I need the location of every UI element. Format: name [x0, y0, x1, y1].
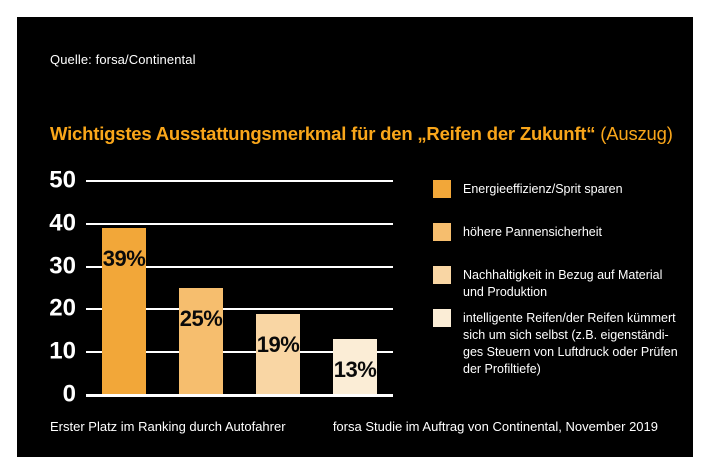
gridline-30: [86, 265, 393, 268]
chart-title: Wichtigstes Ausstattungsmerkmal für den …: [50, 123, 673, 145]
chart-title-suffix: (Auszug): [595, 123, 673, 144]
bar-1: 39%: [102, 228, 146, 395]
chart-card: Quelle: forsa/Continental Wichtigstes Au…: [17, 17, 693, 457]
y-tick-label-30: 30: [49, 252, 76, 280]
legend: Energieeffizienz/Sprit sparen höhere Pann…: [433, 180, 683, 390]
y-tick-label-40: 40: [49, 209, 76, 237]
legend-item-4: intelligente Reifen/der Reifen kümmert si…: [433, 309, 688, 378]
legend-label-1: Energieeffizienz/Sprit sparen: [463, 182, 623, 196]
gridline-10: [86, 351, 393, 354]
gridline-0: [86, 394, 393, 397]
plot-area: 0 10 20 30 40 50 39% 25% 19% 13%: [49, 166, 393, 407]
legend-label-4: intelligente Reifen/der Reifen kümmert si…: [463, 311, 678, 376]
y-tick-label-50: 50: [49, 166, 76, 194]
bar-value-label-3: 19%: [256, 331, 300, 357]
legend-swatch-4: [433, 309, 451, 327]
y-tick-label-10: 10: [49, 337, 76, 365]
legend-item-1: Energieeffizienz/Sprit sparen: [433, 180, 688, 198]
gridline-40: [86, 222, 393, 225]
legend-swatch-2: [433, 223, 451, 241]
footnote-left: Erster Platz im Ranking durch Autofahrer: [50, 419, 286, 434]
footnote-right: forsa Studie im Auftrag von Continental,…: [332, 419, 658, 434]
y-tick-label-20: 20: [49, 294, 76, 322]
y-tick-label-0: 0: [62, 380, 76, 408]
legend-label-3: Nachhaltigkeit in Bezug auf Material und …: [463, 268, 663, 299]
legend-item-3: Nachhaltigkeit in Bezug auf Material und …: [433, 266, 688, 301]
gridline-20: [86, 308, 393, 311]
gridline-50: [86, 180, 393, 182]
legend-swatch-3: [433, 266, 451, 284]
bar-3: 19%: [256, 313, 300, 395]
bar-2: 25%: [179, 288, 223, 395]
bar-value-label-4: 13%: [333, 357, 377, 383]
chart-title-main: Wichtigstes Ausstattungsmerkmal für den …: [50, 123, 596, 144]
bar-value-label-2: 25%: [179, 306, 223, 331]
legend-label-2: höhere Pannensicherheit: [463, 225, 602, 239]
source-note: Quelle: forsa/Continental: [50, 52, 196, 67]
legend-item-2: höhere Pannensicherheit: [433, 223, 688, 241]
bar-4: 13%: [333, 339, 377, 395]
bar-value-label-1: 39%: [102, 246, 146, 272]
legend-swatch-1: [433, 180, 451, 198]
